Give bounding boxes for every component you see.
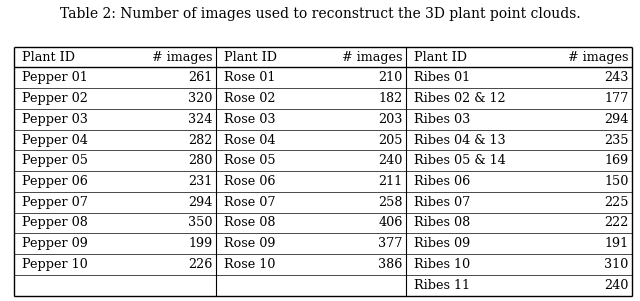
Text: 350: 350 [188, 216, 212, 229]
Text: Plant ID: Plant ID [224, 51, 277, 64]
Text: Pepper 10: Pepper 10 [22, 258, 88, 271]
Text: # images: # images [342, 51, 403, 64]
Text: Rose 02: Rose 02 [224, 92, 275, 105]
Text: Rose 09: Rose 09 [224, 237, 275, 250]
Text: 377: 377 [378, 237, 403, 250]
Text: Ribes 01: Ribes 01 [414, 71, 470, 84]
Text: 177: 177 [604, 92, 628, 105]
Text: 199: 199 [188, 237, 212, 250]
Text: Ribes 04 & 13: Ribes 04 & 13 [414, 134, 506, 147]
Text: Ribes 03: Ribes 03 [414, 113, 470, 126]
Text: 320: 320 [188, 92, 212, 105]
Text: Pepper 02: Pepper 02 [22, 92, 88, 105]
Text: Ribes 05 & 14: Ribes 05 & 14 [414, 154, 506, 167]
Text: 205: 205 [378, 134, 403, 147]
Text: 235: 235 [604, 134, 628, 147]
Text: Ribes 08: Ribes 08 [414, 216, 470, 229]
Text: # images: # images [152, 51, 212, 64]
Text: Ribes 10: Ribes 10 [414, 258, 470, 271]
Text: Ribes 06: Ribes 06 [414, 175, 470, 188]
Text: Rose 06: Rose 06 [224, 175, 275, 188]
Text: 258: 258 [378, 196, 403, 209]
Text: 203: 203 [378, 113, 403, 126]
Text: Ribes 11: Ribes 11 [414, 279, 470, 292]
Text: 280: 280 [188, 154, 212, 167]
Text: Pepper 04: Pepper 04 [22, 134, 88, 147]
Text: 182: 182 [378, 92, 403, 105]
Text: Pepper 05: Pepper 05 [22, 154, 88, 167]
Text: 225: 225 [604, 196, 628, 209]
Text: Rose 03: Rose 03 [224, 113, 275, 126]
Text: 261: 261 [188, 71, 212, 84]
Text: 310: 310 [604, 258, 628, 271]
Text: 324: 324 [188, 113, 212, 126]
Text: # images: # images [568, 51, 628, 64]
Text: Rose 07: Rose 07 [224, 196, 275, 209]
Text: 243: 243 [604, 71, 628, 84]
Text: 210: 210 [378, 71, 403, 84]
Text: 211: 211 [378, 175, 403, 188]
Text: Plant ID: Plant ID [22, 51, 75, 64]
Text: 294: 294 [188, 196, 212, 209]
Text: Pepper 01: Pepper 01 [22, 71, 88, 84]
Text: 150: 150 [604, 175, 628, 188]
Text: Plant ID: Plant ID [414, 51, 467, 64]
Text: Pepper 08: Pepper 08 [22, 216, 88, 229]
Text: Rose 01: Rose 01 [224, 71, 275, 84]
Text: Ribes 07: Ribes 07 [414, 196, 470, 209]
Text: 282: 282 [188, 134, 212, 147]
Text: 294: 294 [604, 113, 628, 126]
Text: 191: 191 [604, 237, 628, 250]
Text: Pepper 07: Pepper 07 [22, 196, 88, 209]
Text: Pepper 09: Pepper 09 [22, 237, 88, 250]
Text: Rose 05: Rose 05 [224, 154, 276, 167]
Text: 240: 240 [378, 154, 403, 167]
Text: 226: 226 [188, 258, 212, 271]
Text: Rose 04: Rose 04 [224, 134, 275, 147]
Text: 231: 231 [188, 175, 212, 188]
Text: Pepper 06: Pepper 06 [22, 175, 88, 188]
Text: 222: 222 [604, 216, 628, 229]
Text: Rose 08: Rose 08 [224, 216, 275, 229]
Text: Rose 10: Rose 10 [224, 258, 275, 271]
Text: Ribes 02 & 12: Ribes 02 & 12 [414, 92, 506, 105]
Text: 386: 386 [378, 258, 403, 271]
Text: Table 2: Number of images used to reconstruct the 3D plant point clouds.: Table 2: Number of images used to recons… [60, 7, 580, 20]
Text: 406: 406 [378, 216, 403, 229]
Text: Ribes 09: Ribes 09 [414, 237, 470, 250]
Text: 169: 169 [604, 154, 628, 167]
Text: 240: 240 [604, 279, 628, 292]
Text: Pepper 03: Pepper 03 [22, 113, 88, 126]
